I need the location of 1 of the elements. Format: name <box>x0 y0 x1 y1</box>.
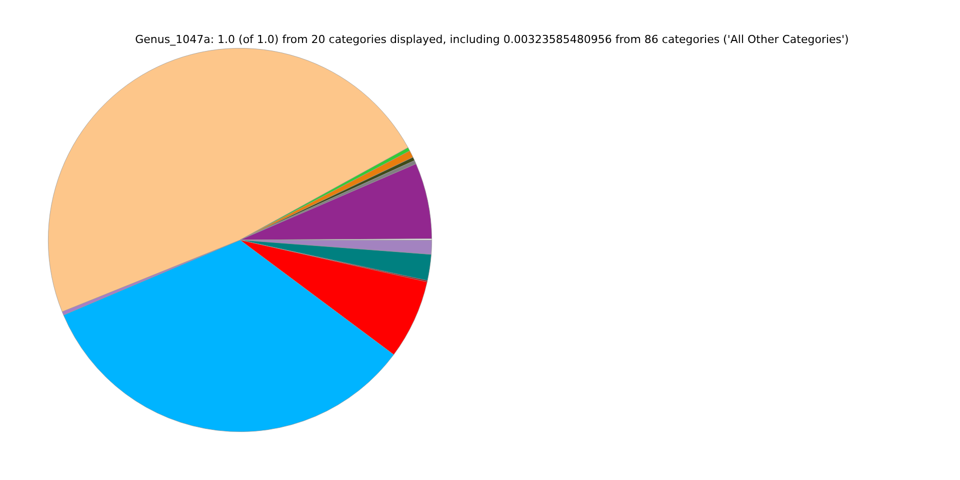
text: Genus_1047a: 1.0 (of 1.0) from 20 categories displayed, including 0.00323585480956 from 86 categories ('All Other Categories') <box>135 32 849 46</box>
